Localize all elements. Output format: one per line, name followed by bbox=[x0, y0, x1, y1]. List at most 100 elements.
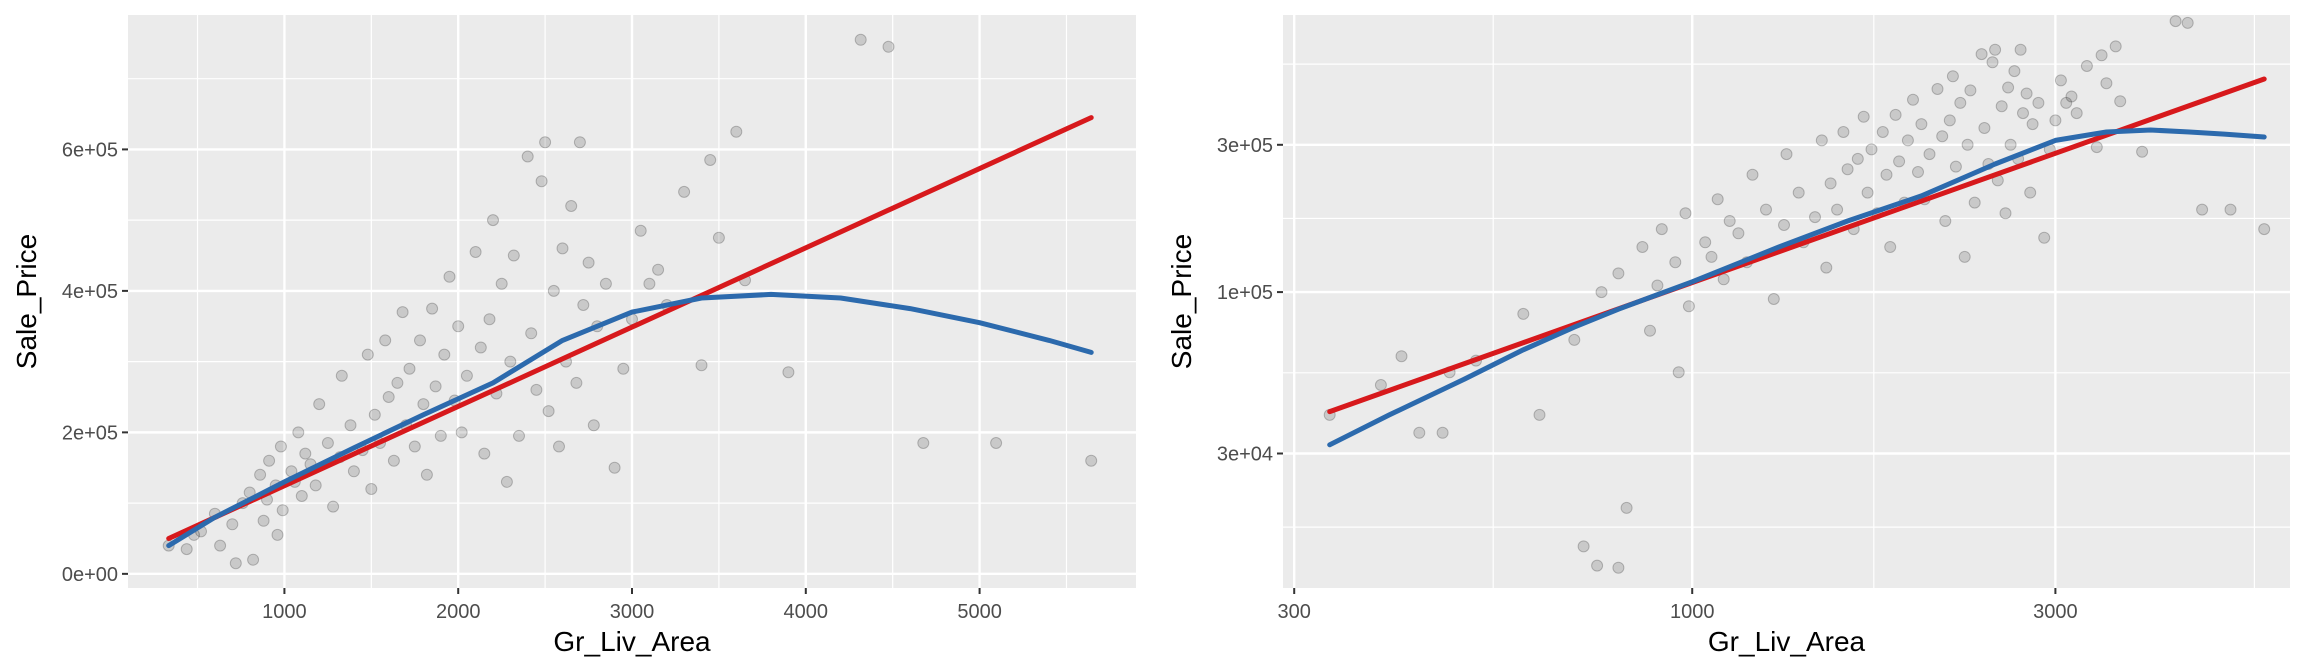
scatter-point bbox=[2169, 15, 2182, 28]
scatter-point bbox=[712, 231, 725, 244]
y-tick-label: 3e+05 bbox=[1217, 135, 1273, 157]
y-tick-label: 4e+05 bbox=[62, 281, 118, 303]
scatter-point bbox=[542, 405, 555, 418]
scatter-point bbox=[500, 475, 513, 488]
scatter-point bbox=[1533, 408, 1546, 421]
x-tick-label: 300 bbox=[1278, 601, 1311, 623]
scatter-point bbox=[1620, 501, 1633, 514]
scatter-point bbox=[1939, 215, 1952, 227]
scatter-point bbox=[180, 543, 193, 556]
scatter-point bbox=[1717, 273, 1730, 286]
scatter-point bbox=[1723, 215, 1736, 227]
scatter-point bbox=[368, 408, 381, 421]
scatter-point bbox=[429, 380, 442, 393]
scatter-point bbox=[704, 154, 717, 166]
scatter-point bbox=[1577, 540, 1590, 553]
scatter-point bbox=[1949, 160, 1962, 173]
scatter-point bbox=[455, 426, 468, 439]
scatter-point bbox=[1778, 219, 1790, 231]
scatter-point bbox=[2032, 96, 2045, 109]
scatter-point bbox=[382, 391, 395, 403]
scatter-point bbox=[2080, 60, 2093, 72]
scatter-point bbox=[1946, 70, 1959, 83]
scatter-point bbox=[1568, 333, 1581, 346]
scatter-point bbox=[335, 369, 348, 382]
blue-smooth-line bbox=[1327, 127, 2267, 448]
scatter-point bbox=[599, 277, 612, 290]
scatter-point bbox=[434, 429, 447, 442]
blue-smooth-line bbox=[166, 291, 1094, 549]
scatter-point bbox=[608, 461, 621, 474]
scatter-point bbox=[420, 468, 433, 481]
scatter-point bbox=[782, 366, 795, 379]
scatter-point bbox=[292, 426, 305, 439]
scatter-point bbox=[483, 313, 496, 326]
y-axis-title: Sale_Price bbox=[1166, 234, 1197, 369]
y-tick-label: 6e+05 bbox=[62, 139, 118, 161]
scatter-point bbox=[1931, 83, 1944, 95]
scatter-point bbox=[229, 557, 242, 570]
scatter-point bbox=[1912, 166, 1924, 178]
scatter-point bbox=[414, 334, 426, 347]
x-tick-label: 1000 bbox=[262, 601, 307, 623]
scatter-point bbox=[1915, 118, 1928, 131]
scatter-point bbox=[587, 419, 600, 432]
scatter-point bbox=[1851, 152, 1864, 165]
scatter-point bbox=[1923, 148, 1936, 161]
scatter-point bbox=[617, 362, 630, 375]
scatter-point bbox=[730, 125, 743, 138]
scatter-point bbox=[1705, 250, 1718, 263]
scatter-point bbox=[1831, 203, 1844, 216]
scatter-point bbox=[379, 334, 392, 347]
scatter-point bbox=[1837, 126, 1850, 138]
scatter-point bbox=[391, 376, 404, 389]
scatter-point bbox=[513, 429, 525, 442]
scatter-point bbox=[1669, 256, 1682, 269]
scatter-point bbox=[1711, 193, 1724, 206]
scatter-point bbox=[478, 447, 491, 460]
scatter-point bbox=[396, 306, 409, 319]
scatter-point bbox=[2004, 138, 2017, 151]
scatter-point bbox=[2054, 74, 2067, 87]
scatter-point bbox=[460, 369, 473, 382]
scatter-point bbox=[344, 419, 357, 432]
x-tick-label: 1000 bbox=[1670, 601, 1715, 623]
scatter-point bbox=[321, 437, 334, 449]
right-panel-log-scale: 300 1000 3000 3e+04 1e+05 3e+05 Gr_Liv_Area Sal… bbox=[1166, 15, 2290, 657]
scatter-point bbox=[521, 150, 534, 163]
scatter-point bbox=[1672, 366, 1685, 379]
scatter-point bbox=[1824, 177, 1837, 190]
y-axis-title: Sale_Price bbox=[11, 234, 42, 369]
scatter-point bbox=[1865, 143, 1878, 156]
scatter-point bbox=[313, 398, 326, 411]
scatter-point bbox=[426, 302, 439, 315]
scatter-point bbox=[1815, 134, 1828, 147]
scatter-point bbox=[854, 33, 867, 46]
scatter-point bbox=[495, 277, 508, 290]
scatter-point bbox=[547, 284, 560, 297]
scatter-point bbox=[408, 440, 421, 453]
scatter-point bbox=[1820, 261, 1833, 274]
x-tick-label: 3000 bbox=[610, 601, 655, 623]
scatter-point bbox=[1780, 148, 1793, 161]
scatter-point bbox=[1760, 203, 1772, 216]
scatter-point bbox=[438, 348, 451, 361]
scatter-point bbox=[2065, 90, 2078, 103]
scatter-point bbox=[1857, 110, 1870, 123]
scatter-point bbox=[2060, 96, 2073, 109]
scatter-point bbox=[1936, 130, 1949, 143]
scatter-point bbox=[1978, 122, 1991, 134]
scatter-point bbox=[553, 440, 565, 453]
scatter-point bbox=[652, 263, 665, 276]
scatter-point bbox=[214, 539, 227, 552]
scatter-point bbox=[1374, 379, 1387, 391]
scatter-point bbox=[507, 249, 520, 262]
scatter-point bbox=[1809, 211, 1821, 224]
scatter-point bbox=[1655, 223, 1668, 236]
scatter-point bbox=[1651, 279, 1664, 292]
x-tick-label: 4000 bbox=[784, 601, 829, 623]
scatter-point bbox=[403, 362, 416, 375]
scatter-point bbox=[556, 242, 569, 255]
scatter-point bbox=[2100, 77, 2113, 90]
scatter-point bbox=[276, 504, 289, 517]
